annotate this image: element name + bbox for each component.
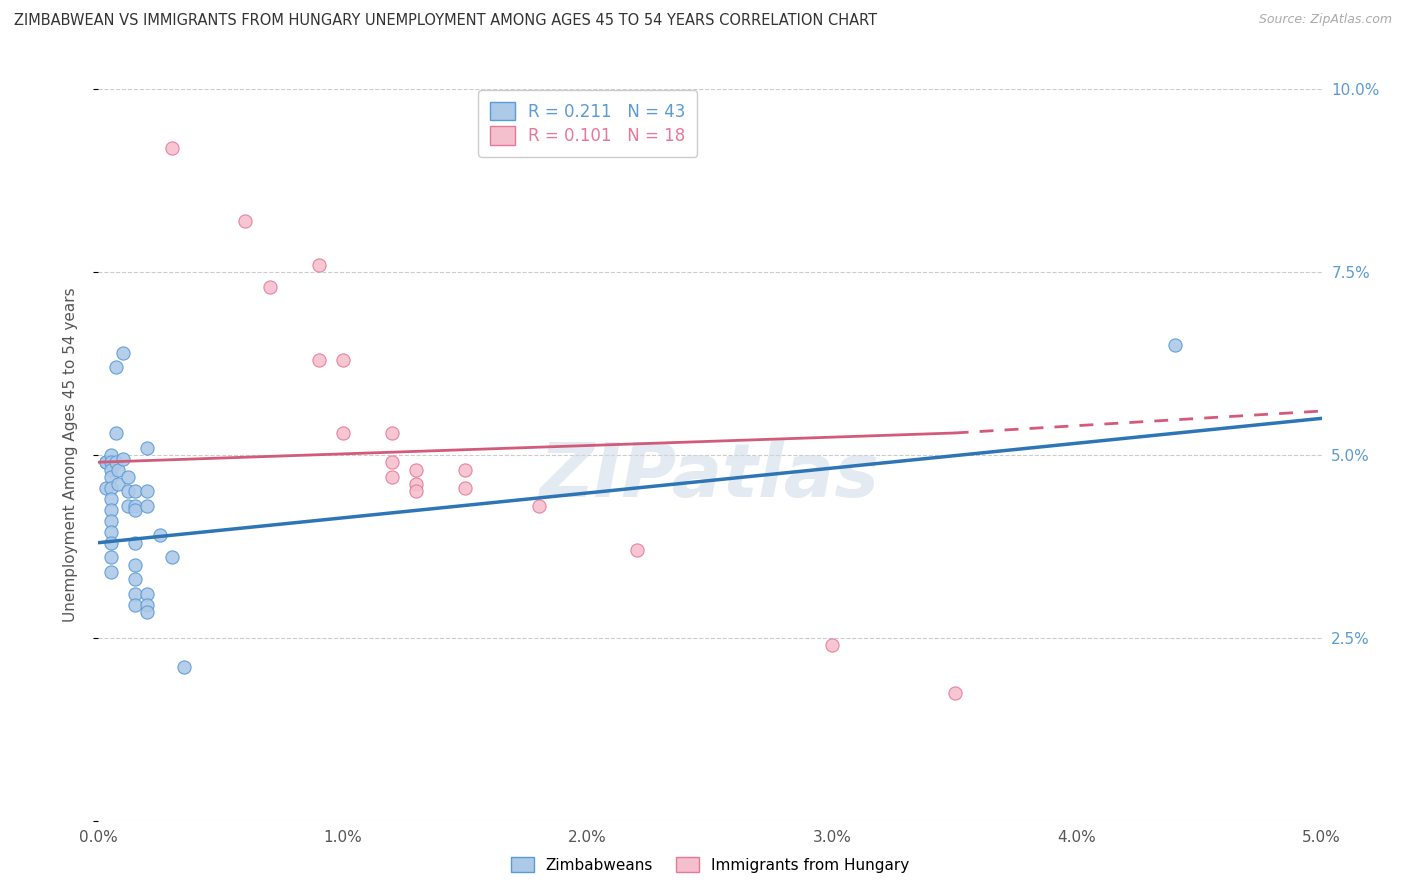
Y-axis label: Unemployment Among Ages 45 to 54 years: Unemployment Among Ages 45 to 54 years	[63, 287, 77, 623]
Point	[100, 514, 122, 528]
Point	[124, 598, 146, 612]
Point	[626, 543, 648, 558]
Point	[111, 451, 134, 466]
Point	[149, 528, 172, 542]
Point	[104, 455, 127, 469]
Point	[100, 535, 122, 549]
Point	[100, 524, 122, 539]
Text: ZIPatlas: ZIPatlas	[540, 441, 880, 514]
Point	[124, 502, 146, 516]
Point	[117, 470, 139, 484]
Point	[405, 477, 427, 491]
Text: Source: ZipAtlas.com: Source: ZipAtlas.com	[1258, 13, 1392, 27]
Point	[124, 484, 146, 499]
Point	[527, 499, 550, 513]
Point	[136, 587, 159, 601]
Point	[124, 587, 146, 601]
Point	[124, 572, 146, 586]
Point	[233, 214, 256, 228]
Point	[107, 462, 129, 476]
Point	[100, 565, 122, 579]
Point	[100, 502, 122, 516]
Point	[405, 462, 427, 476]
Point	[454, 462, 477, 476]
Point	[1164, 338, 1187, 352]
Point	[454, 481, 477, 495]
Point	[100, 448, 122, 462]
Point	[100, 491, 122, 506]
Point	[308, 258, 330, 272]
Point	[308, 352, 330, 367]
Point	[104, 360, 127, 375]
Point	[124, 535, 146, 549]
Point	[94, 455, 117, 469]
Point	[124, 499, 146, 513]
Point	[821, 638, 844, 652]
Point	[381, 425, 404, 440]
Point	[94, 455, 117, 469]
Point	[405, 484, 427, 499]
Point	[136, 441, 159, 455]
Point	[100, 481, 122, 495]
Point	[160, 141, 183, 155]
Point	[943, 685, 966, 699]
Point	[136, 484, 159, 499]
Point	[107, 477, 129, 491]
Legend: Zimbabweans, Immigrants from Hungary: Zimbabweans, Immigrants from Hungary	[505, 851, 915, 879]
Point	[160, 550, 183, 565]
Text: ZIMBABWEAN VS IMMIGRANTS FROM HUNGARY UNEMPLOYMENT AMONG AGES 45 TO 54 YEARS COR: ZIMBABWEAN VS IMMIGRANTS FROM HUNGARY UN…	[14, 13, 877, 29]
Point	[259, 279, 281, 293]
Point	[100, 462, 122, 476]
Point	[94, 481, 117, 495]
Point	[117, 484, 139, 499]
Point	[117, 499, 139, 513]
Point	[381, 455, 404, 469]
Point	[332, 352, 354, 367]
Point	[381, 470, 404, 484]
Point	[104, 425, 127, 440]
Point	[173, 660, 195, 674]
Point	[111, 345, 134, 359]
Point	[136, 499, 159, 513]
Point	[136, 598, 159, 612]
Point	[100, 455, 122, 469]
Point	[100, 550, 122, 565]
Point	[332, 425, 354, 440]
Point	[136, 605, 159, 619]
Point	[100, 470, 122, 484]
Point	[124, 558, 146, 572]
